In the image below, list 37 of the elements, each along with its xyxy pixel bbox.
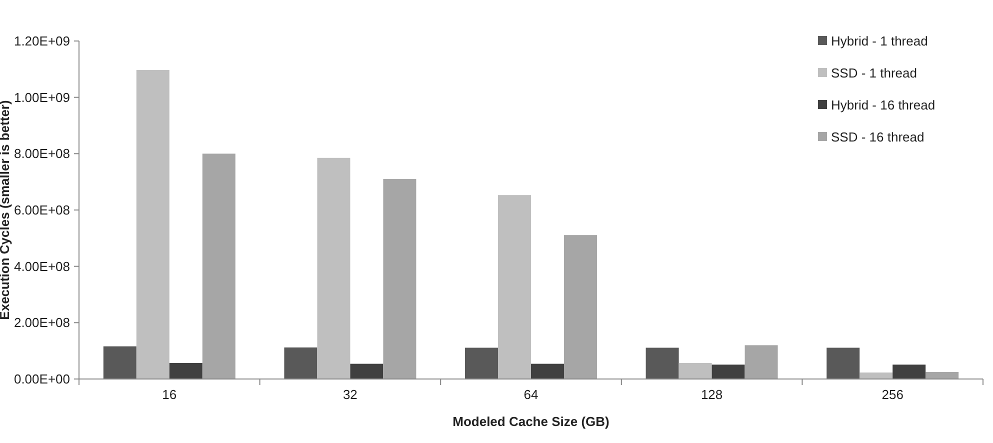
bar	[465, 348, 498, 379]
bar	[284, 347, 318, 379]
bar	[317, 158, 350, 379]
x-tick-label: 256	[882, 387, 904, 402]
bar	[892, 364, 926, 379]
legend-label: SSD - 16 thread	[831, 130, 924, 145]
x-tick-label: 64	[524, 387, 538, 402]
bar	[646, 348, 679, 379]
bar	[169, 362, 202, 379]
x-tick-label: 16	[162, 387, 177, 402]
y-tick-label: 0.00E+00	[14, 372, 70, 387]
bar	[678, 362, 712, 379]
x-axis-title: Modeled Cache Size (GB)	[452, 414, 610, 429]
legend-label: Hybrid - 1 thread	[831, 34, 928, 49]
y-tick-label: 2.00E+08	[14, 315, 70, 330]
x-tick-label: 128	[700, 387, 723, 402]
x-tick-label: 32	[342, 387, 358, 402]
bar	[860, 372, 893, 379]
bar	[926, 372, 959, 379]
y-tick-label: 1.20E+09	[14, 34, 70, 49]
bar	[564, 235, 597, 379]
bar	[383, 179, 416, 379]
legend-label: SSD - 1 thread	[831, 66, 917, 81]
y-tick-label: 8.00E+08	[14, 146, 70, 162]
y-tick-label: 6.00E+08	[14, 202, 70, 218]
bar	[531, 364, 564, 379]
bar	[103, 346, 136, 379]
legend-label: Hybrid - 16 thread	[831, 98, 936, 113]
bar	[136, 70, 170, 379]
bar	[744, 345, 778, 379]
bar	[498, 195, 531, 379]
y-tick-label: 1.00E+09	[14, 90, 70, 105]
bar	[826, 348, 860, 379]
bar	[350, 364, 384, 379]
y-tick-label: 4.00E+08	[14, 258, 70, 274]
bar	[712, 364, 745, 379]
bar	[202, 154, 236, 379]
